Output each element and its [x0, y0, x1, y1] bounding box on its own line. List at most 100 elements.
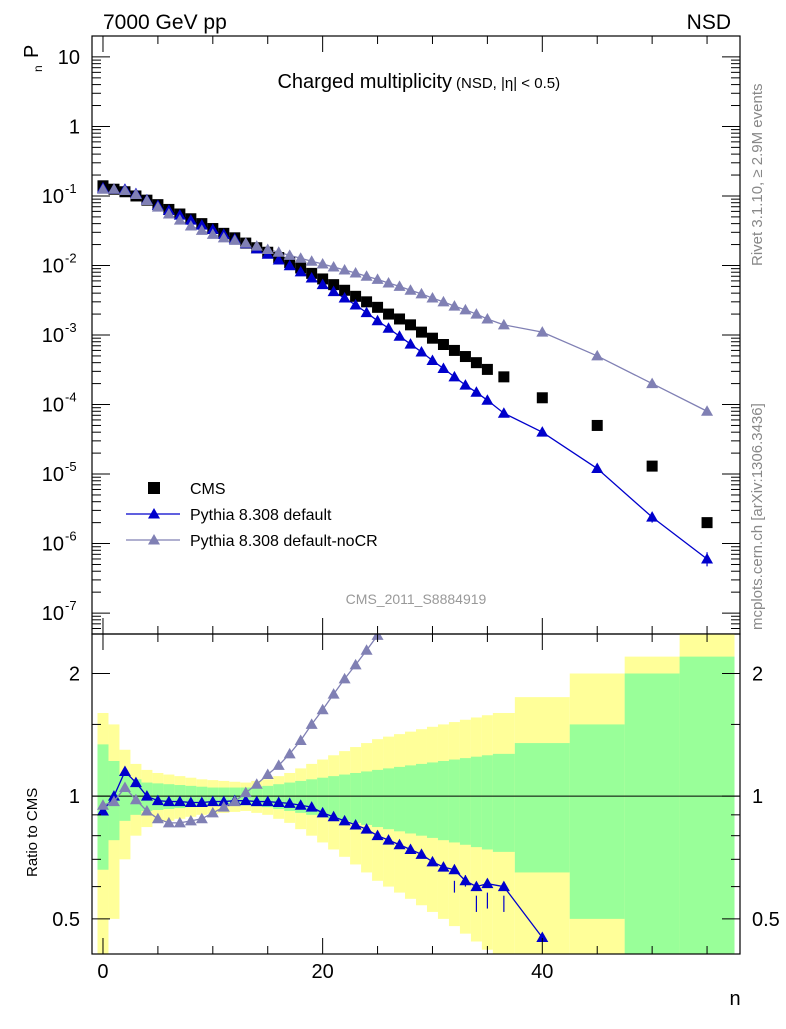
data-point-triangle: [327, 261, 340, 272]
data-point-square: [405, 319, 417, 331]
data-point-triangle: [404, 284, 417, 295]
y-tick-label: 10: [42, 395, 64, 417]
ratio-inner-band: [416, 763, 427, 836]
series-line: [102, 187, 708, 560]
ratio-panel: 0.5 0.51 12 20 20 40 Ratio to CMS n: [24, 633, 780, 1010]
data-point-triangle: [338, 264, 351, 275]
ratio-inner-band: [481, 755, 493, 850]
data-point-triangle: [327, 285, 340, 297]
ratio-y-tick-label-left: 2: [69, 663, 80, 685]
data-point-triangle: [305, 272, 318, 283]
ratio-data-point: [96, 804, 109, 816]
data-point-triangle: [338, 292, 351, 303]
ratio-data-point: [371, 829, 384, 841]
data-point-square: [415, 326, 427, 338]
data-point-triangle: [250, 240, 263, 251]
data-point-square: [701, 517, 713, 529]
ratio-data-point: [261, 768, 274, 780]
ratio-inner-band: [295, 780, 307, 813]
main-y-axis-label: P: [21, 45, 43, 58]
ratio-inner-band: [328, 776, 340, 819]
ratio-data-point: [250, 778, 263, 789]
x-axis-label: n: [729, 988, 740, 1010]
data-point-triangle: [184, 219, 197, 231]
ratio-inner-band: [492, 753, 515, 852]
data-point-square: [328, 279, 340, 291]
y-tick-label: 10: [42, 325, 64, 347]
ratio-inner-band: [470, 756, 482, 848]
analysis-id-label: CMS_2011_S8884919: [346, 591, 487, 607]
data-point-triangle: [294, 265, 307, 277]
data-point-square: [437, 339, 449, 351]
data-point-triangle: [316, 258, 329, 269]
data-point-square: [372, 301, 384, 313]
y-tick-label: 10: [42, 255, 64, 277]
ratio-data-point: [327, 810, 340, 822]
legend-marker-square: [148, 482, 160, 494]
ratio-data-point: [173, 816, 186, 828]
x-tick-label: 0: [97, 961, 108, 983]
data-point-triangle: [283, 259, 296, 271]
data-point-square: [481, 363, 493, 375]
ratio-y-axis-label: Ratio to CMS: [24, 788, 41, 877]
ratio-data-point: [294, 799, 307, 810]
data-point-triangle: [591, 462, 604, 474]
data-point-triangle: [349, 266, 362, 278]
data-point-square: [448, 344, 460, 356]
data-point-triangle: [96, 183, 109, 194]
ratio-data-point: [217, 795, 230, 807]
ratio-data-point: [349, 818, 362, 830]
data-point-triangle: [415, 287, 428, 299]
ratio-data-point: [173, 795, 186, 807]
ratio-inner-band: [624, 673, 680, 954]
ratio-inner-band: [405, 765, 416, 834]
legend-label: Pythia 8.308 default: [190, 507, 332, 524]
legend: CMS Pythia 8.308 default Pythia 8.308 defa…: [126, 481, 378, 550]
data-point-triangle: [437, 362, 450, 373]
ratio-data-point: [437, 861, 450, 872]
ratio-inner-band: [426, 762, 438, 838]
ratio-inner-band: [679, 656, 735, 954]
ratio-data-point: [184, 796, 197, 807]
ratio-data-point: [250, 795, 263, 807]
data-point-triangle: [591, 349, 604, 361]
ratio-data-point: [283, 747, 296, 759]
data-point-triangle: [140, 194, 153, 206]
ratio-data-point: [228, 795, 241, 807]
data-point-square: [339, 284, 351, 296]
y-tick-exponent: -2: [65, 250, 77, 265]
data-point-triangle: [118, 184, 131, 195]
data-point-triangle: [426, 292, 439, 303]
data-point-triangle: [646, 377, 659, 389]
data-point-triangle: [305, 255, 318, 266]
ratio-data-point: [481, 877, 494, 889]
ratio-data-point: [151, 812, 164, 824]
data-point-triangle: [393, 330, 406, 341]
ratio-data-point: [382, 834, 395, 845]
main-y-axis-title: P n: [21, 45, 45, 72]
y-tick-label: 10: [42, 603, 64, 625]
ratio-data-point: [426, 855, 439, 867]
data-point-triangle: [184, 214, 197, 225]
data-point-triangle: [536, 426, 549, 437]
data-point-triangle: [371, 314, 384, 326]
ratio-inner-band: [514, 743, 570, 873]
y-tick-exponent: -5: [65, 459, 77, 474]
data-point-triangle: [404, 338, 417, 349]
data-point-triangle: [294, 252, 307, 263]
plot-title-sub: (NSD, |η| < 0.5): [456, 75, 560, 92]
ratio-data-point: [162, 795, 175, 807]
y-tick-label: 1: [69, 116, 80, 138]
data-point-triangle: [195, 224, 208, 235]
ratio-y-tick-label-right: 2: [752, 663, 763, 685]
data-point-triangle: [316, 278, 329, 290]
legend-label: CMS: [190, 481, 226, 498]
y-tick-label: 10: [58, 47, 80, 69]
ratio-data-point: [206, 795, 219, 807]
ratio-inner-band: [119, 774, 131, 821]
data-point-triangle: [470, 386, 483, 397]
ratio-inner-band: [317, 777, 329, 817]
ratio-data-point: [349, 658, 362, 670]
data-point-square: [426, 332, 438, 344]
